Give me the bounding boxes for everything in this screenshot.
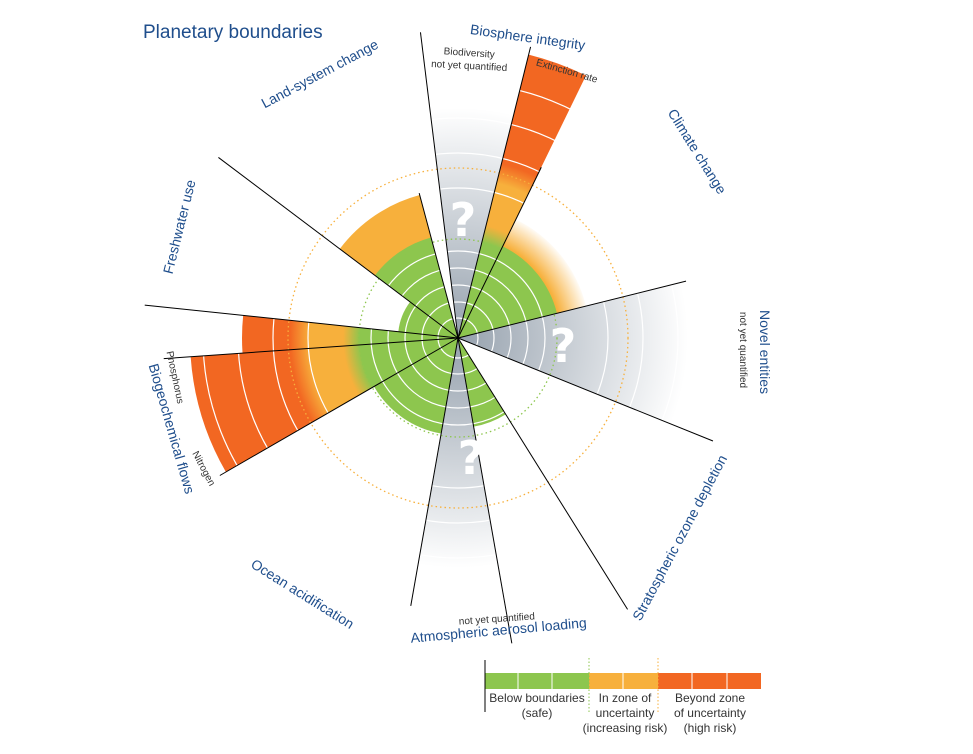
unknown-mark-aerosols: ?	[458, 431, 485, 485]
ring-4	[370, 250, 546, 426]
divider-2	[457, 167, 542, 339]
sector-dividers	[144, 32, 714, 644]
ring-2	[404, 284, 512, 392]
ring-0	[437, 317, 479, 359]
inner-rings	[202, 82, 714, 594]
label-novel-not-quantified: not yet quantified	[737, 312, 748, 388]
label-novel-entities: Novel entities	[757, 310, 773, 394]
unknown-mark-biodiversity: ?	[450, 193, 477, 247]
divider-9	[163, 337, 459, 360]
divider-1	[457, 46, 532, 339]
safe-boundary-circle	[358, 238, 558, 438]
ring-3	[387, 267, 529, 409]
unknown-wedge-biodiversity	[421, 38, 531, 339]
divider-5	[457, 337, 628, 610]
legend-safe: Below boundaries (safe)	[489, 691, 585, 720]
divider-11	[218, 157, 459, 339]
divider-7	[410, 337, 459, 606]
unknown-wedge-novel-entities	[458, 265, 759, 451]
label-freshwater-use: Freshwater use	[160, 178, 199, 276]
label-biodiversity: Biodiversity	[443, 46, 495, 61]
divider-8	[219, 337, 459, 476]
legend-bar	[484, 658, 761, 712]
divider-3	[457, 280, 687, 339]
uncertainty-boundary-circle	[287, 167, 629, 509]
label-climate-change: Climate change	[665, 106, 730, 197]
page-title: Planetary boundaries	[143, 22, 323, 43]
divider-6	[457, 337, 513, 644]
sector-ocean-acidification	[373, 338, 458, 434]
ring-6	[272, 152, 644, 524]
ring-7	[237, 117, 679, 559]
label-aerosol-not-quantified: not yet quantified	[458, 611, 535, 627]
legend-beyond: Beyond zone of uncertainty (high risk)	[673, 691, 747, 735]
label-ocean-acidification: Ocean acidification	[248, 556, 357, 632]
divider-4	[457, 337, 714, 442]
ring-1	[421, 301, 495, 375]
ring-5	[307, 187, 609, 489]
sector-extinction-rate	[458, 54, 587, 339]
sector-land-system-safe	[374, 237, 458, 338]
divider-12	[418, 192, 459, 339]
sector-phosphorus	[242, 315, 458, 354]
divider-10	[144, 304, 459, 339]
label-stratospheric-ozone: Stratospheric ozone depletion	[629, 452, 730, 623]
ring-8	[202, 82, 714, 594]
legend-uncertainty: In zone of uncertainty (increasing risk)	[582, 691, 668, 735]
sector-freshwater-use	[398, 301, 458, 338]
sector-climate-safe	[458, 246, 557, 338]
unknown-mark-novel-entities: ?	[550, 319, 577, 373]
label-biodiversity-not-quantified: not yet quantified	[431, 59, 508, 74]
label-land-system-change: Land-system change	[259, 36, 381, 111]
divider-0	[419, 32, 459, 339]
